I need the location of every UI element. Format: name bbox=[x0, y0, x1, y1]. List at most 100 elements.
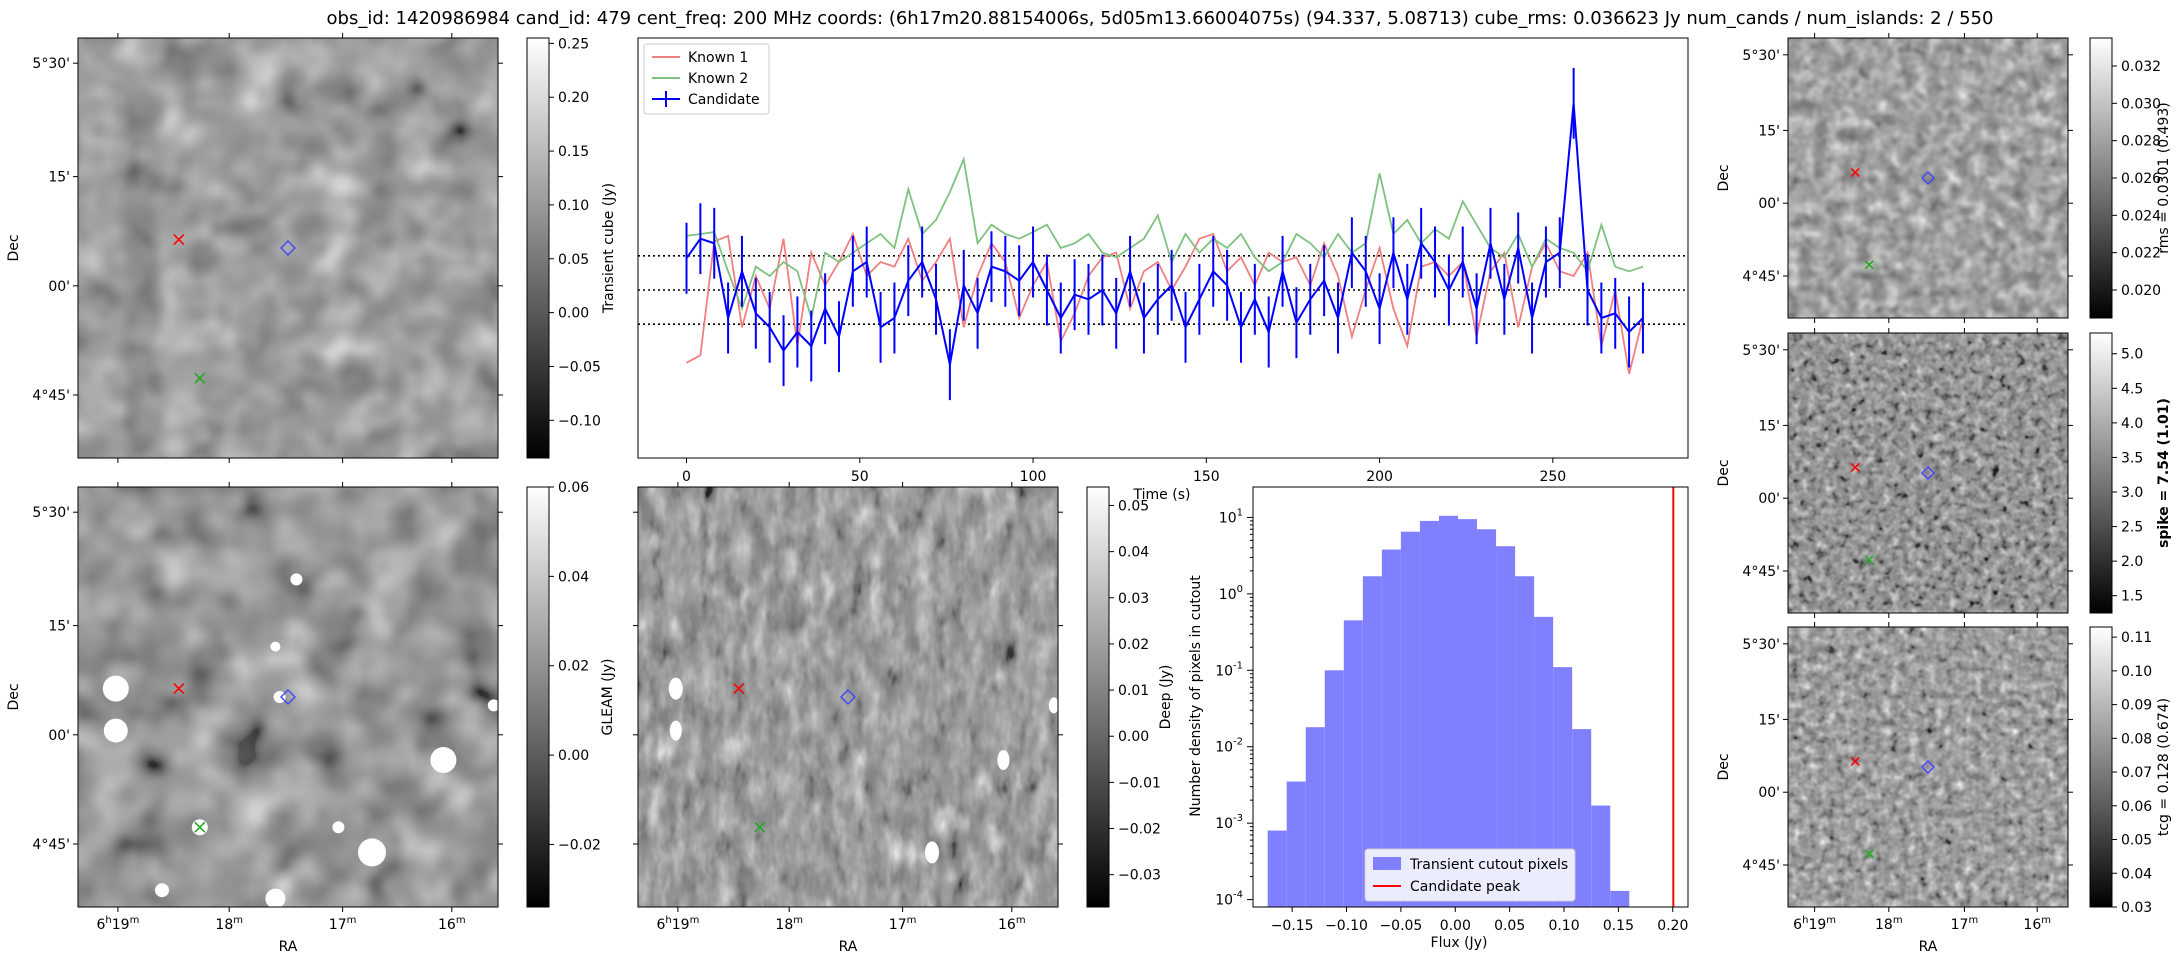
colorbar-label: spike = 7.54 (1.01) bbox=[2156, 398, 2172, 548]
dec-tick-label: 5°30' bbox=[1742, 637, 1780, 653]
colorbar-tick-label: 0.026 bbox=[2121, 171, 2161, 187]
colorbar-tick-label: 0.11 bbox=[2121, 630, 2152, 646]
dec-axis-label: Dec bbox=[1716, 459, 1732, 486]
colorbar-tick-label: −0.02 bbox=[558, 837, 601, 853]
x-tick-label: 0.00 bbox=[1440, 918, 1471, 934]
ra-tick-label: 18m bbox=[215, 915, 243, 933]
known-source-2-marker bbox=[1864, 555, 1874, 565]
bright-source bbox=[155, 883, 169, 898]
dec-axis-label: Dec bbox=[6, 234, 22, 261]
colorbar-tick-label: 0.06 bbox=[558, 480, 589, 496]
candidate-marker bbox=[280, 240, 296, 256]
bright-source bbox=[1048, 697, 1059, 714]
bright-source bbox=[668, 677, 683, 700]
figure-title: obs_id: 1420986984 cand_id: 479 cent_fre… bbox=[327, 8, 1994, 29]
colorbar-tick-label: 1.5 bbox=[2121, 589, 2143, 605]
histogram-bar bbox=[1534, 616, 1554, 907]
histogram-bar bbox=[1343, 620, 1363, 907]
y-tick-label: 10-4 bbox=[1215, 890, 1243, 909]
colorbar-tick-label: −0.05 bbox=[558, 359, 601, 375]
dec-tick-label: 4°45' bbox=[1742, 269, 1780, 285]
x-tick-label: 0.15 bbox=[1603, 918, 1634, 934]
histogram-bar bbox=[1477, 529, 1497, 907]
histogram-bar bbox=[1267, 830, 1287, 907]
x-tick-label: 200 bbox=[1366, 469, 1393, 485]
x-tick-label: 0.05 bbox=[1494, 918, 1525, 934]
dec-tick-label: 15' bbox=[1758, 123, 1780, 139]
dec-tick-label: 15' bbox=[1758, 712, 1780, 728]
histogram-bar bbox=[1553, 667, 1573, 907]
histogram-bar bbox=[1457, 519, 1478, 907]
ra-tick-label: 17m bbox=[329, 915, 357, 933]
histogram-bar bbox=[1362, 576, 1382, 907]
legend-label: Candidate bbox=[688, 92, 760, 108]
ra-tick-label: 16m bbox=[438, 915, 466, 933]
bright-source bbox=[358, 838, 386, 867]
ra-axis-label: RA bbox=[1919, 939, 1938, 955]
bright-source bbox=[669, 720, 682, 741]
image-pixels bbox=[638, 487, 1058, 907]
colorbar-tick-label: 0.032 bbox=[2121, 59, 2161, 75]
x-tick-label: −0.05 bbox=[1379, 918, 1422, 934]
colorbar-label: tcg = 0.128 (0.674) bbox=[2156, 698, 2172, 836]
colorbar bbox=[2089, 332, 2113, 614]
y-axis-label: Number density of pixels in cutout bbox=[1188, 575, 1204, 817]
ra-tick-label: 16m bbox=[998, 915, 1026, 933]
image-frame bbox=[77, 486, 499, 908]
image-pixels bbox=[78, 487, 498, 907]
colorbar bbox=[526, 37, 550, 459]
bright-source bbox=[487, 699, 500, 712]
x-tick-label: 150 bbox=[1193, 469, 1220, 485]
ra-axis-label: RA bbox=[839, 939, 858, 955]
known-source-1-marker bbox=[1850, 167, 1860, 177]
colorbar-label: Deep (Jy) bbox=[1158, 665, 1174, 730]
dec-axis-label: Dec bbox=[1716, 164, 1732, 191]
histogram-bar bbox=[1305, 727, 1325, 907]
dec-tick-label: 00' bbox=[1758, 785, 1780, 801]
known-source-1-marker bbox=[1850, 462, 1860, 472]
dec-tick-label: 5°30' bbox=[32, 505, 70, 521]
bright-source bbox=[103, 718, 128, 743]
dec-tick-label: 15' bbox=[1758, 418, 1780, 434]
image-frame bbox=[1787, 332, 2069, 614]
lightcurve-frame bbox=[637, 37, 1689, 459]
dec-tick-label: 00' bbox=[1758, 196, 1780, 212]
colorbar-label: rms = 0.0301 (0.493) bbox=[2156, 102, 2172, 254]
dec-tick-label: 4°45' bbox=[32, 837, 70, 853]
dec-tick-label: 4°45' bbox=[32, 388, 70, 404]
dec-tick-label: 00' bbox=[1758, 491, 1780, 507]
ra-tick-label: 17m bbox=[1951, 915, 1979, 933]
histogram-legend: Transient cutout pixels Candidate peak bbox=[1364, 848, 1576, 902]
colorbar-tick-label: 4.5 bbox=[2121, 381, 2143, 397]
lightcurve-panel: 0 50 100 150 200 250 Time (s) Transient cube (J… bbox=[601, 37, 1689, 503]
colorbar-tick-label: 3.5 bbox=[2121, 450, 2143, 466]
y-tick-label: 10-2 bbox=[1215, 737, 1243, 756]
candidate-marker bbox=[280, 689, 296, 705]
colorbar-tick-label: −0.03 bbox=[1118, 868, 1161, 884]
colorbar-tick-label: 0.05 bbox=[2121, 833, 2152, 849]
ra-tick-label: 16m bbox=[2023, 915, 2051, 933]
x-tick-label: 100 bbox=[1020, 469, 1047, 485]
colorbar bbox=[1086, 486, 1110, 908]
dec-tick-label: 00' bbox=[48, 279, 70, 295]
known-source-2-marker bbox=[754, 821, 766, 833]
dec-tick-label: 5°30' bbox=[1742, 343, 1780, 359]
colorbar-tick-label: 5.0 bbox=[2121, 347, 2143, 363]
x-tick-label: 0.10 bbox=[1548, 918, 1579, 934]
colorbar-label: GLEAM (Jy) bbox=[600, 659, 616, 736]
histogram-bar bbox=[1419, 520, 1439, 907]
known-source-1-marker bbox=[733, 683, 745, 695]
x-tick-label: −0.10 bbox=[1325, 918, 1368, 934]
dec-tick-label: 5°30' bbox=[1742, 48, 1780, 64]
image-pixels bbox=[1788, 38, 2068, 318]
colorbar-tick-label: 3.0 bbox=[2121, 485, 2143, 501]
ra-axis-label: RA bbox=[279, 939, 298, 955]
series-line-1 bbox=[686, 231, 1644, 375]
dec-tick-label: 4°45' bbox=[1742, 858, 1780, 874]
colorbar bbox=[2089, 37, 2113, 319]
known-source-1-marker bbox=[1850, 756, 1860, 766]
colorbar-tick-label: −0.02 bbox=[1118, 822, 1161, 838]
colorbar-tick-label: 0.07 bbox=[2121, 765, 2152, 781]
histogram-bar bbox=[1572, 729, 1592, 907]
